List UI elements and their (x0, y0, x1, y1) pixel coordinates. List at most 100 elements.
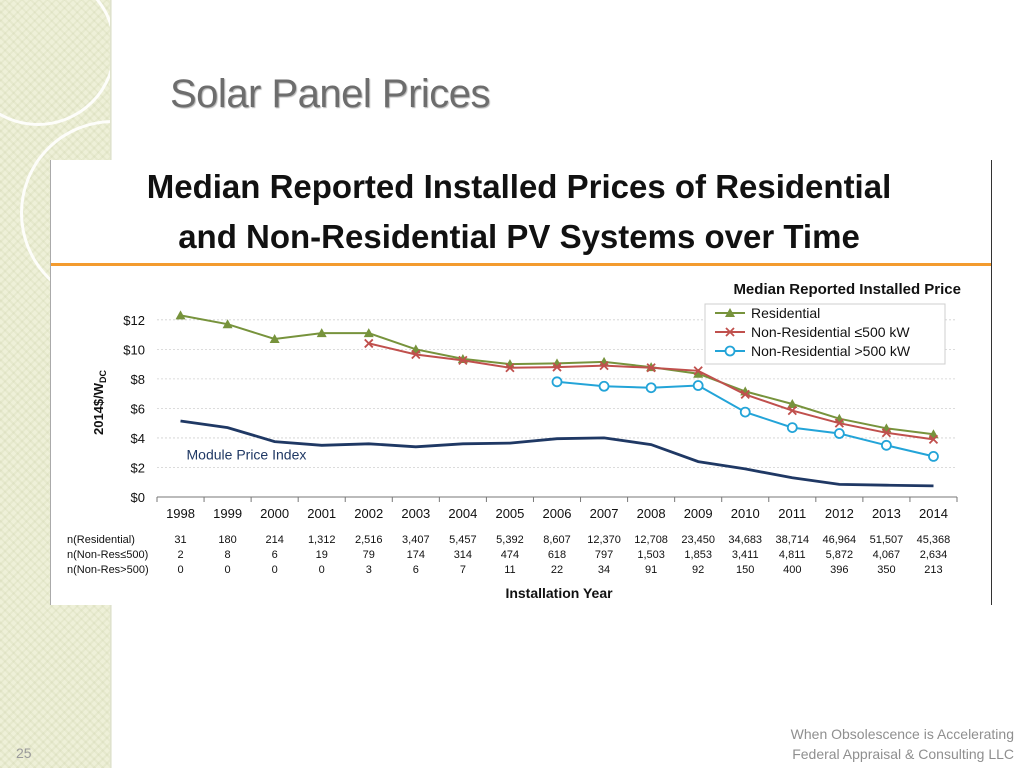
data-point-nonres_large (692, 380, 704, 391)
x-tick-label: 1998 (166, 506, 195, 521)
count-cell: 8,607 (543, 534, 571, 546)
footer-line-1: When Obsolescence is Accelerating (790, 726, 1014, 742)
y-tick-label: $2 (131, 460, 145, 475)
x-tick-label: 2002 (354, 506, 383, 521)
x-tick-label: 2004 (448, 506, 477, 521)
legend-marker-nonres_large (724, 345, 736, 357)
y-tick-label: $10 (123, 342, 145, 357)
count-cell: 3 (366, 564, 372, 576)
data-point-nonres_small (693, 366, 703, 376)
data-point-nonres_large (881, 439, 892, 451)
data-point-nonres_large (833, 428, 845, 439)
data-point-residential (269, 334, 280, 344)
data-point-nonres_small (505, 363, 515, 373)
count-cell: 1,853 (684, 549, 712, 561)
count-cell: 0 (272, 564, 278, 576)
x-axis-label: Installation Year (505, 585, 613, 601)
data-point-nonres_small (928, 434, 939, 445)
chart-header-line-2: and Non-Residential PV Systems over Time (178, 218, 860, 255)
count-row-label: n(Non-Res>500) (67, 564, 149, 576)
data-point-residential (363, 328, 374, 338)
header-rule (51, 263, 991, 266)
count-cell: 350 (877, 564, 895, 576)
x-tick-label: 2001 (307, 506, 336, 521)
data-point-residential (693, 368, 704, 378)
chart-subtitle: Median Reported Installed Price (733, 281, 961, 298)
count-cell: 23,450 (681, 534, 715, 546)
count-cell: 474 (501, 549, 519, 561)
count-cell: 5,872 (826, 549, 854, 561)
data-point-nonres_small (834, 418, 844, 428)
count-cell: 46,964 (823, 534, 857, 546)
footer-line-2: Federal Appraisal & Consulting LLC (792, 746, 1014, 762)
data-point-nonres_small (740, 389, 750, 400)
x-tick-label: 2008 (637, 506, 666, 521)
count-cell: 174 (407, 549, 425, 561)
decorative-ring (0, 0, 112, 126)
data-point-nonres_large (645, 382, 657, 394)
series-line-module (180, 419, 934, 488)
count-cell: 150 (736, 564, 754, 576)
count-row-label: n(Residential) (67, 534, 135, 546)
data-point-nonres_small (411, 349, 421, 360)
legend-label-nonres_large: Non-Residential >500 kW (751, 343, 911, 359)
count-cell: 92 (692, 564, 704, 576)
x-tick-label: 2013 (872, 506, 901, 521)
data-point-nonres_small (458, 355, 468, 366)
count-cell: 4,811 (779, 549, 806, 561)
x-tick-label: 2003 (401, 506, 430, 521)
count-cell: 2 (177, 549, 183, 561)
count-cell: 11 (504, 564, 515, 576)
count-cell: 2,516 (355, 534, 383, 546)
count-cell: 314 (454, 549, 472, 561)
y-tick-label: $12 (123, 313, 145, 328)
data-point-nonres_large (786, 422, 798, 434)
x-tick-label: 2010 (731, 506, 760, 521)
module-price-annotation: Module Price Index (187, 446, 307, 462)
legend-label-nonres_small: Non-Residential ≤500 kW (751, 324, 910, 340)
count-cell: 396 (830, 564, 848, 576)
count-cell: 4,067 (873, 549, 901, 561)
x-tick-label: 2012 (825, 506, 854, 521)
data-point-nonres_small (599, 360, 609, 371)
legend-marker-residential (725, 308, 735, 317)
x-tick-label: 2009 (684, 506, 713, 521)
data-point-nonres_large (551, 376, 563, 388)
price-chart: Median Reported Installed Prices of Resi… (51, 168, 991, 601)
count-cell: 213 (924, 564, 942, 576)
count-cell: 5,457 (449, 534, 477, 546)
count-cell: 8 (225, 549, 231, 561)
count-cell: 45,368 (917, 534, 951, 546)
data-point-nonres_small (787, 405, 797, 416)
count-cell: 797 (595, 549, 613, 561)
count-cell: 19 (316, 549, 328, 561)
count-cell: 5,392 (496, 534, 524, 546)
count-cell: 79 (363, 549, 375, 561)
count-cell: 1,312 (308, 534, 336, 546)
data-point-nonres_small (364, 338, 374, 349)
x-tick-label: 2007 (590, 506, 619, 521)
count-cell: 22 (551, 564, 563, 576)
count-cell: 34,683 (728, 534, 762, 546)
data-point-nonres_large (928, 450, 939, 462)
x-tick-label: 2006 (543, 506, 572, 521)
count-cell: 0 (225, 564, 231, 576)
x-tick-label: 2000 (260, 506, 289, 521)
count-row-label: n(Non-Res≤500) (67, 549, 148, 561)
y-axis-label: 2014$/WDC (91, 369, 108, 435)
chart-header-line-1: Median Reported Installed Prices of Resi… (147, 168, 892, 205)
legend-marker-nonres_small (725, 327, 735, 337)
count-cell: 3,411 (732, 549, 759, 561)
count-cell: 2,634 (920, 549, 948, 561)
x-tick-label: 2005 (495, 506, 524, 521)
page-number: 25 (16, 745, 32, 761)
count-cell: 38,714 (775, 534, 809, 546)
count-cell: 7 (460, 564, 466, 576)
data-point-nonres_small (646, 363, 656, 373)
data-point-residential (222, 319, 233, 329)
chart-panel: Median Reported Installed Prices of Resi… (50, 160, 992, 605)
count-cell: 0 (177, 564, 183, 576)
y-tick-label: $0 (131, 490, 145, 505)
y-tick-label: $8 (131, 372, 145, 387)
count-cell: 91 (645, 564, 657, 576)
